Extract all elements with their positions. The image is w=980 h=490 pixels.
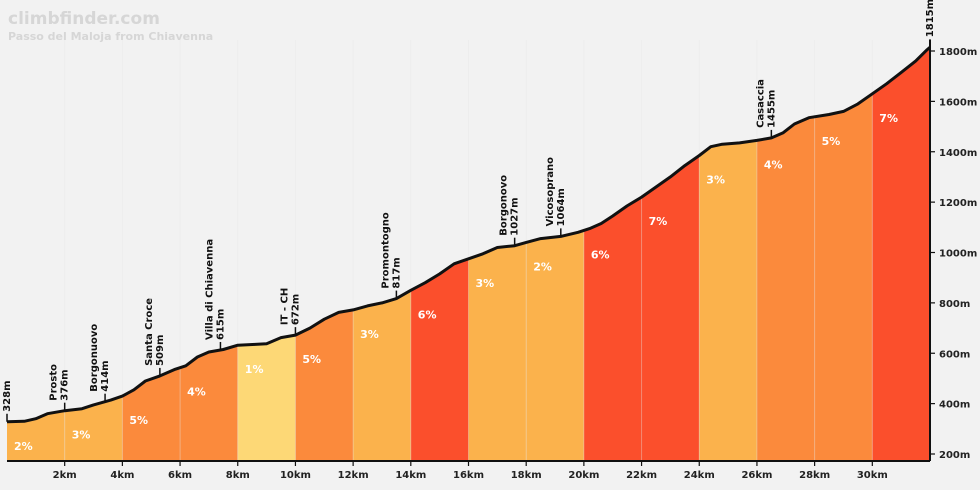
waypoint-name: Santa Croce: [144, 298, 155, 366]
y-tick-label: 1600m: [939, 97, 977, 108]
waypoint-label-10: Casaccia1455m: [755, 79, 777, 128]
grade-label-10: 2%: [533, 260, 552, 273]
waypoint-name: Villa di Chiavenna: [204, 239, 215, 340]
y-tick-label: 1400m: [939, 148, 977, 159]
grade-label-8: 6%: [418, 308, 437, 321]
grade-label-7: 3%: [360, 328, 379, 341]
waypoint-name: Vicosoprano: [545, 157, 556, 227]
waypoint-name: Borgonovo: [499, 175, 510, 236]
waypoint-alt: 615m: [215, 309, 226, 340]
grade-label-1: 2%: [14, 440, 33, 453]
x-tick-label: 4km: [110, 470, 134, 481]
x-tick-label: 12km: [338, 470, 369, 481]
brand-logo: climbfinder.com: [8, 9, 160, 29]
segment-15: [814, 93, 873, 462]
y-tick-label: 1800m: [939, 47, 977, 58]
x-axis: 2km 4km 6km 8km 10km 12km 14km 16km 18km 20km 22km…: [7, 460, 930, 481]
grade-label-11: 6%: [591, 249, 610, 262]
waypoint-alt: 509m: [155, 335, 166, 366]
segment-1: [7, 410, 65, 461]
x-tick-label: 28km: [799, 470, 830, 481]
waypoint-alt: 328m: [2, 381, 13, 412]
chart-title: Passo del Maloja from Chiavenna: [8, 30, 213, 43]
y-tick-label: 400m: [939, 400, 970, 411]
y-tick-label: 1000m: [939, 249, 977, 260]
x-tick-label: 20km: [568, 470, 599, 481]
segment-8: [410, 258, 469, 461]
y-tick-label: 200m: [939, 450, 970, 461]
waypoint-alt: 1027m: [510, 197, 521, 235]
waypoint-alt: 376m: [60, 369, 71, 400]
waypoint-name: Promontogno: [380, 212, 391, 288]
y-tick-label: 1200m: [939, 198, 977, 209]
waypoint-label-8: Borgonovo1027m: [499, 175, 521, 236]
y-axis: 200m 400m 600m 800m 1000m 1200m 1400m 1600m 1800…: [929, 40, 977, 461]
gradient-segments: [7, 47, 930, 462]
waypoint-name: Borgonuovo: [89, 324, 100, 392]
grade-label-15: 5%: [822, 135, 841, 148]
waypoint-label-4: Santa Croce509m: [144, 298, 166, 366]
grade-label-14: 4%: [764, 158, 783, 171]
grade-label-6: 5%: [302, 353, 321, 366]
segment-10: [526, 230, 584, 461]
segment-16: [872, 47, 930, 461]
waypoint-alt: 817m: [391, 257, 402, 288]
x-tick-label: 2km: [53, 470, 77, 481]
x-tick-label: 18km: [511, 470, 542, 481]
waypoint-label-5: Villa di Chiavenna615m: [204, 239, 226, 340]
segment-9: [468, 242, 527, 461]
grade-label-12: 7%: [649, 215, 668, 228]
segment-13: [699, 140, 757, 461]
waypoint-label-9: Vicosoprano1064m: [545, 157, 567, 227]
segment-11: [583, 197, 642, 461]
x-tick-label: 6km: [168, 470, 192, 481]
x-tick-label: 30km: [857, 470, 888, 481]
grade-label-5: 1%: [245, 363, 264, 376]
segment-3: [122, 367, 181, 461]
x-tick-label: 10km: [280, 470, 311, 481]
segment-12: [641, 155, 700, 461]
waypoint-alt: 1455m: [766, 90, 777, 128]
y-tick-label: 800m: [939, 299, 970, 310]
x-tick-label: 22km: [626, 470, 657, 481]
waypoint-name: IT - CH: [279, 288, 290, 325]
waypoint-label-1: 328m: [2, 381, 13, 412]
x-tick-label: 14km: [395, 470, 426, 481]
waypoint-alt: 1064m: [556, 188, 567, 226]
waypoint-alt: 414m: [100, 360, 111, 391]
grade-label-16: 7%: [879, 112, 898, 125]
segment-2: [64, 396, 123, 461]
grade-label-4: 4%: [187, 386, 206, 399]
waypoint-name: Prosto: [49, 364, 60, 401]
grade-label-3: 5%: [129, 414, 148, 427]
segment-4: [180, 345, 238, 461]
grid: [64, 40, 873, 461]
waypoint-label-6: IT - CH672m: [279, 288, 301, 325]
y-tick-label: 600m: [939, 349, 970, 360]
grade-label-9: 3%: [476, 277, 495, 290]
waypoint-label-2: Prosto376m: [49, 364, 71, 401]
waypoint-label-11: 1815m: [925, 0, 936, 37]
x-tick-label: 24km: [684, 470, 715, 481]
waypoint-alt: 1815m: [925, 0, 936, 37]
waypoint-label-3: Borgonuovo414m: [89, 324, 111, 392]
grade-labels: 2% 3% 5% 4% 1% 5% 3% 6% 3% 2% 6% 7% 3% 4% 5% 7%: [14, 112, 898, 453]
x-tick-label: 16km: [453, 470, 484, 481]
segment-5: [237, 335, 296, 461]
x-tick-label: 8km: [226, 470, 250, 481]
x-tick-label: 26km: [741, 470, 772, 481]
segment-7: [353, 290, 411, 461]
grade-label-13: 3%: [706, 174, 725, 187]
segment-6: [295, 309, 354, 461]
segment-14: [756, 116, 815, 462]
waypoint-alt: 672m: [290, 294, 301, 325]
grade-label-2: 3%: [72, 429, 91, 442]
waypoint-label-7: Promontogno817m: [380, 212, 402, 288]
waypoint-name: Casaccia: [755, 79, 766, 128]
